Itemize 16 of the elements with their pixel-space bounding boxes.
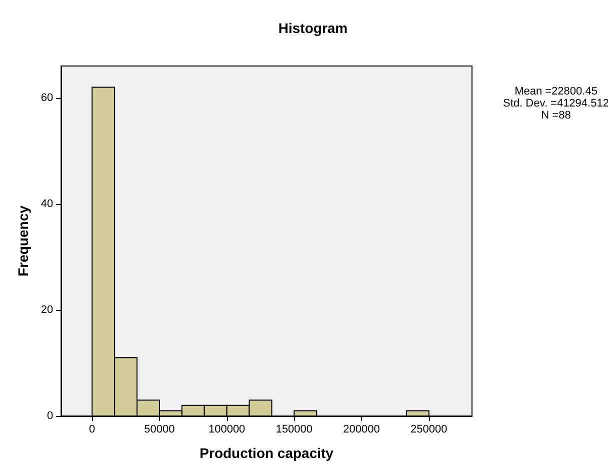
y-tick-label: 0 xyxy=(47,410,54,422)
x-tick-label: 150000 xyxy=(276,424,313,436)
x-tick-label: 200000 xyxy=(343,424,380,436)
x-tick-label: 0 xyxy=(89,424,96,436)
text: Std. Dev. =41294.512 xyxy=(503,98,609,110)
y-tick-label: 20 xyxy=(40,304,54,316)
x-axis-title: Production capacity xyxy=(200,445,334,461)
x-tick-label: 100000 xyxy=(208,424,246,436)
text: N =88 xyxy=(541,110,571,122)
chart-title: Histogram xyxy=(278,20,348,36)
x-tick-label: 50000 xyxy=(144,424,175,436)
y-axis-title: Frequency xyxy=(15,205,31,276)
x-tick-label: 250000 xyxy=(410,424,448,436)
y-tick-label: 40 xyxy=(40,198,54,210)
text: Mean =22800.45 xyxy=(514,86,598,98)
y-tick-label: 60 xyxy=(40,92,54,104)
